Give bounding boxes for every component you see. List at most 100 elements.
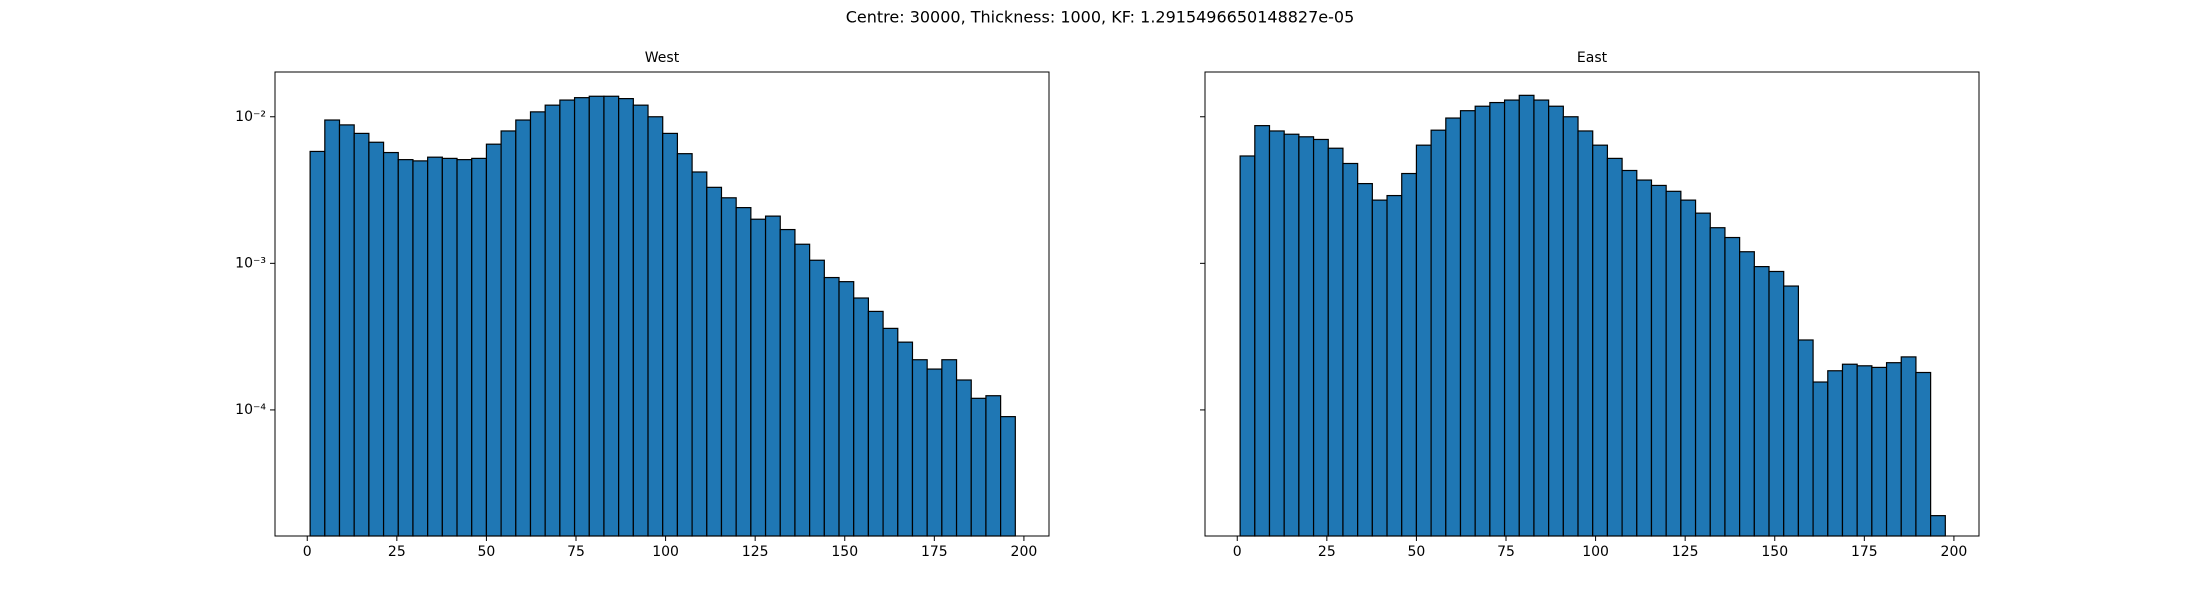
bar [1327,147,1344,537]
bar [1430,129,1447,537]
bar [1459,110,1476,537]
bar [588,95,605,537]
bar [500,130,517,537]
y-tick-label: 10⁻³ [235,255,266,271]
bar [456,159,473,537]
bar [1650,184,1667,537]
bar [573,97,590,537]
x-tick-label: 100 [1582,544,1609,560]
bar [1357,182,1373,537]
bar [1709,227,1726,537]
x-tick-label: 100 [652,544,679,560]
bar [1283,133,1300,537]
bar [485,143,502,537]
bar [1371,199,1388,537]
x-tick-label: 200 [1011,544,1038,560]
bar [1871,366,1888,537]
x-tick-label: 0 [303,544,312,560]
bar [897,341,914,537]
bar [1665,190,1682,537]
bar [1415,144,1432,537]
bar [515,119,532,537]
bar [823,276,840,537]
x-tick-label: 200 [1941,544,1968,560]
bar [1312,138,1329,537]
axes-frame [274,71,1050,537]
bar [1885,362,1902,537]
bar [1930,515,1946,537]
x-tick-label: 25 [1318,544,1336,560]
bar [647,116,664,537]
bar [779,228,796,537]
bar [1592,144,1609,537]
bar [529,111,546,537]
bar [1548,105,1564,537]
bar [1724,236,1741,537]
bar [1915,371,1932,537]
bar [1841,363,1858,537]
bar [809,259,825,537]
bar [1577,130,1594,537]
bar [427,156,443,537]
bar [1562,116,1579,537]
bar [544,104,561,537]
subplot-title: West [645,50,680,66]
bar [618,98,634,537]
bar [882,327,899,537]
bar [338,124,355,537]
bar [941,359,958,537]
bar [926,368,943,537]
x-tick-label: 50 [1408,544,1426,560]
bar [368,141,385,537]
bar [676,153,693,537]
x-tick-label: 0 [1233,544,1242,560]
x-tick-label: 75 [1497,544,1515,560]
bar [706,186,723,537]
x-tick-label: 150 [1761,544,1788,560]
x-tick-label: 125 [1672,544,1699,560]
x-tick-label: 125 [742,544,769,560]
figure-title: Centre: 30000, Thickness: 1000, KF: 1.29… [846,8,1355,27]
bar [985,395,1002,537]
y-tick-label: 10⁻⁴ [235,402,266,418]
bar [441,157,458,537]
bar [1533,99,1550,537]
bar [603,95,620,537]
bar [1900,356,1917,537]
bar [750,218,767,537]
bar [382,151,399,537]
bar [1503,99,1520,537]
bar [1489,101,1506,537]
bar [1342,162,1359,537]
bar [1606,157,1623,537]
bar [559,99,576,537]
bar [471,157,488,537]
bar [1768,270,1785,537]
bar [955,379,972,537]
bar [1268,130,1285,537]
x-tick-label: 75 [567,544,585,560]
bar [867,310,884,537]
bar [1753,266,1770,537]
bar [1856,365,1873,537]
bar [853,297,869,537]
bar [324,119,341,537]
bar [1445,117,1462,537]
bar [1812,381,1829,537]
bar [1386,194,1403,537]
bar [1401,172,1418,537]
bar [1783,285,1800,537]
bar [1739,251,1755,537]
bar [353,132,370,537]
bar [397,159,414,537]
x-tick-label: 25 [388,544,406,560]
bar [632,104,649,537]
bar [309,150,326,537]
bar [412,160,429,537]
x-tick-label: 150 [831,544,858,560]
x-tick-label: 175 [921,544,948,560]
bar [735,207,752,537]
subplot-title: East [1577,50,1608,66]
bar [1239,155,1256,537]
